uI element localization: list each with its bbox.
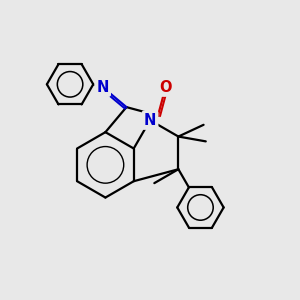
Text: N: N xyxy=(97,80,109,95)
Text: O: O xyxy=(159,80,172,95)
Text: N: N xyxy=(144,113,156,128)
